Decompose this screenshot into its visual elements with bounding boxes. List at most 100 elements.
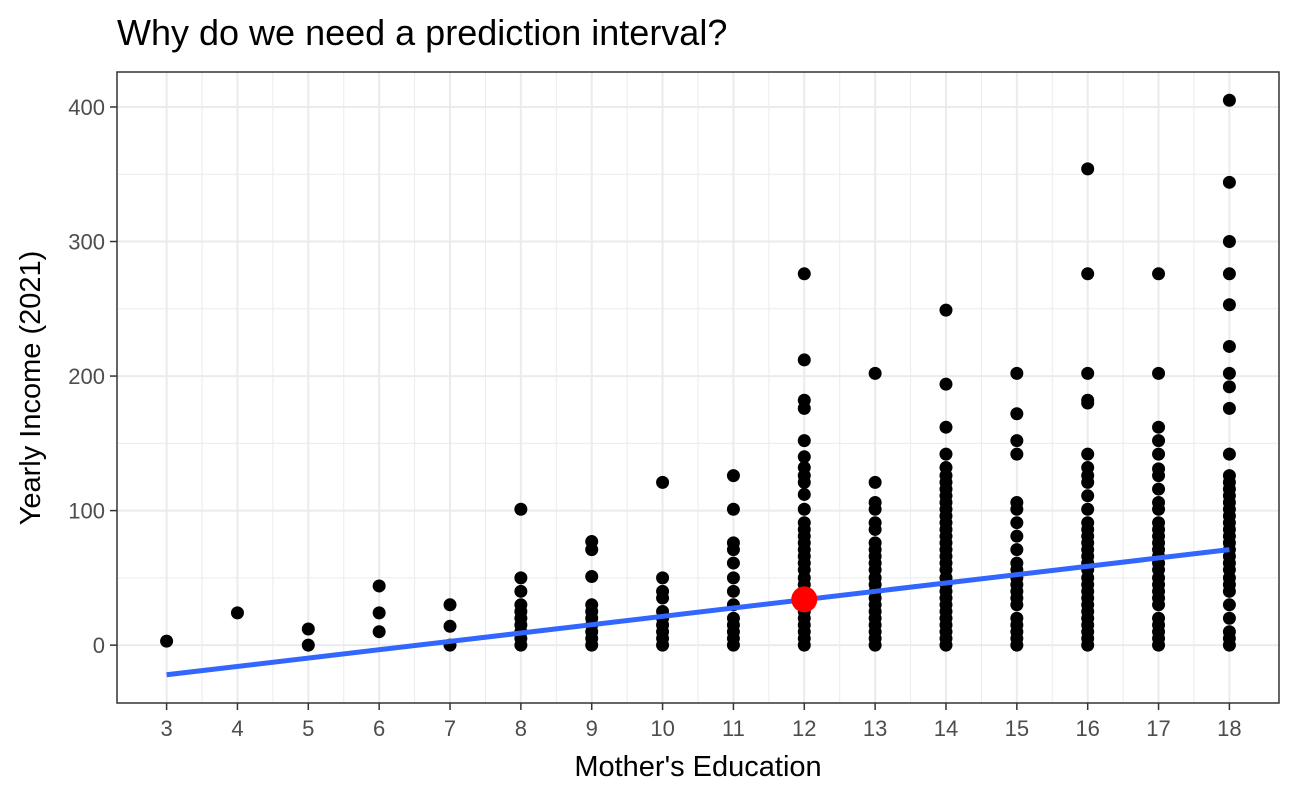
x-tick-label: 16 <box>1075 716 1099 741</box>
x-axis: 3 4 5 6 7 8 9 10 11 12 13 14 15 16 17 18 <box>160 703 1242 741</box>
y-tick-label: 400 <box>68 95 105 120</box>
x-tick-label: 5 <box>302 716 314 741</box>
data-point <box>868 638 882 652</box>
x-tick-label: 12 <box>792 716 816 741</box>
data-point <box>160 634 174 648</box>
y-tick-label: 100 <box>68 499 105 524</box>
data-point <box>1010 516 1024 530</box>
data-point <box>514 571 528 585</box>
x-tick-label: 10 <box>650 716 674 741</box>
data-point <box>797 434 811 448</box>
data-point <box>1010 529 1024 543</box>
data-point <box>726 638 740 652</box>
data-point <box>797 450 811 464</box>
data-point <box>939 303 953 317</box>
data-point <box>1081 638 1095 652</box>
y-tick-label: 200 <box>68 364 105 389</box>
data-point <box>797 638 811 652</box>
data-point <box>1081 502 1095 516</box>
data-point <box>1010 366 1024 380</box>
grid-minor-lines <box>117 72 1279 703</box>
data-point <box>939 377 953 391</box>
y-tick-label: 300 <box>68 230 105 255</box>
data-point <box>443 598 457 612</box>
data-point <box>797 487 811 501</box>
data-point <box>726 469 740 483</box>
data-point <box>301 638 315 652</box>
data-point <box>1152 434 1166 448</box>
data-point <box>372 579 386 593</box>
data-point <box>1081 162 1095 176</box>
data-point <box>1222 611 1236 625</box>
data-point <box>514 584 528 598</box>
data-point <box>797 401 811 415</box>
data-point <box>372 625 386 639</box>
data-point <box>1222 447 1236 461</box>
data-point <box>1222 380 1236 394</box>
data-point <box>1152 267 1166 281</box>
data-point <box>1222 366 1236 380</box>
data-point <box>868 502 882 516</box>
data-point <box>443 619 457 633</box>
data-point <box>585 638 599 652</box>
data-point <box>726 556 740 570</box>
y-axis-title: Yearly Income (2021) <box>15 251 47 526</box>
data-point <box>230 606 244 620</box>
x-tick-label: 15 <box>1005 716 1029 741</box>
data-point <box>585 543 599 557</box>
data-point <box>797 502 811 516</box>
data-point <box>1222 93 1236 107</box>
data-point <box>797 267 811 281</box>
x-tick-label: 6 <box>373 716 385 741</box>
data-point <box>868 522 882 536</box>
data-point <box>1010 447 1024 461</box>
data-point <box>939 638 953 652</box>
panel-border <box>116 71 1280 704</box>
data-point <box>1081 267 1095 281</box>
data-point <box>1081 447 1095 461</box>
data-point <box>656 638 670 652</box>
data-point <box>1010 502 1024 516</box>
data-point <box>939 420 953 434</box>
x-tick-label: 7 <box>444 716 456 741</box>
chart-title: Why do we need a prediction interval? <box>117 12 727 53</box>
data-point <box>514 502 528 516</box>
highlight-point <box>791 586 818 613</box>
data-point <box>939 447 953 461</box>
data-point <box>1152 469 1166 483</box>
x-axis-title: Mother's Education <box>574 751 821 783</box>
data-point <box>1081 489 1095 503</box>
data-point <box>1152 482 1166 496</box>
data-point <box>726 571 740 585</box>
data-point <box>1222 584 1236 598</box>
data-point <box>1010 543 1024 557</box>
y-tick-label: 0 <box>93 633 105 658</box>
data-point <box>797 353 811 367</box>
data-point <box>1152 447 1166 461</box>
x-tick-label: 11 <box>722 716 745 741</box>
data-point <box>1010 434 1024 448</box>
data-point <box>1081 396 1095 410</box>
y-axis: 0 100 200 300 400 <box>68 95 117 658</box>
data-point <box>656 591 670 605</box>
data-point <box>1152 502 1166 516</box>
data-point <box>1081 475 1095 489</box>
data-point <box>1152 420 1166 434</box>
data-point <box>1222 638 1236 652</box>
data-point <box>1222 401 1236 415</box>
x-tick-label: 13 <box>863 716 887 741</box>
data-point <box>1222 598 1236 612</box>
data-point <box>514 638 528 652</box>
data-point <box>868 475 882 489</box>
data-point <box>1222 298 1236 312</box>
x-tick-label: 3 <box>160 716 172 741</box>
data-point <box>585 570 599 584</box>
data-point <box>1222 339 1236 353</box>
x-tick-label: 18 <box>1217 716 1241 741</box>
data-point <box>656 475 670 489</box>
data-point <box>372 606 386 620</box>
data-point <box>1152 638 1166 652</box>
x-tick-label: 17 <box>1146 716 1170 741</box>
data-point <box>1010 638 1024 652</box>
